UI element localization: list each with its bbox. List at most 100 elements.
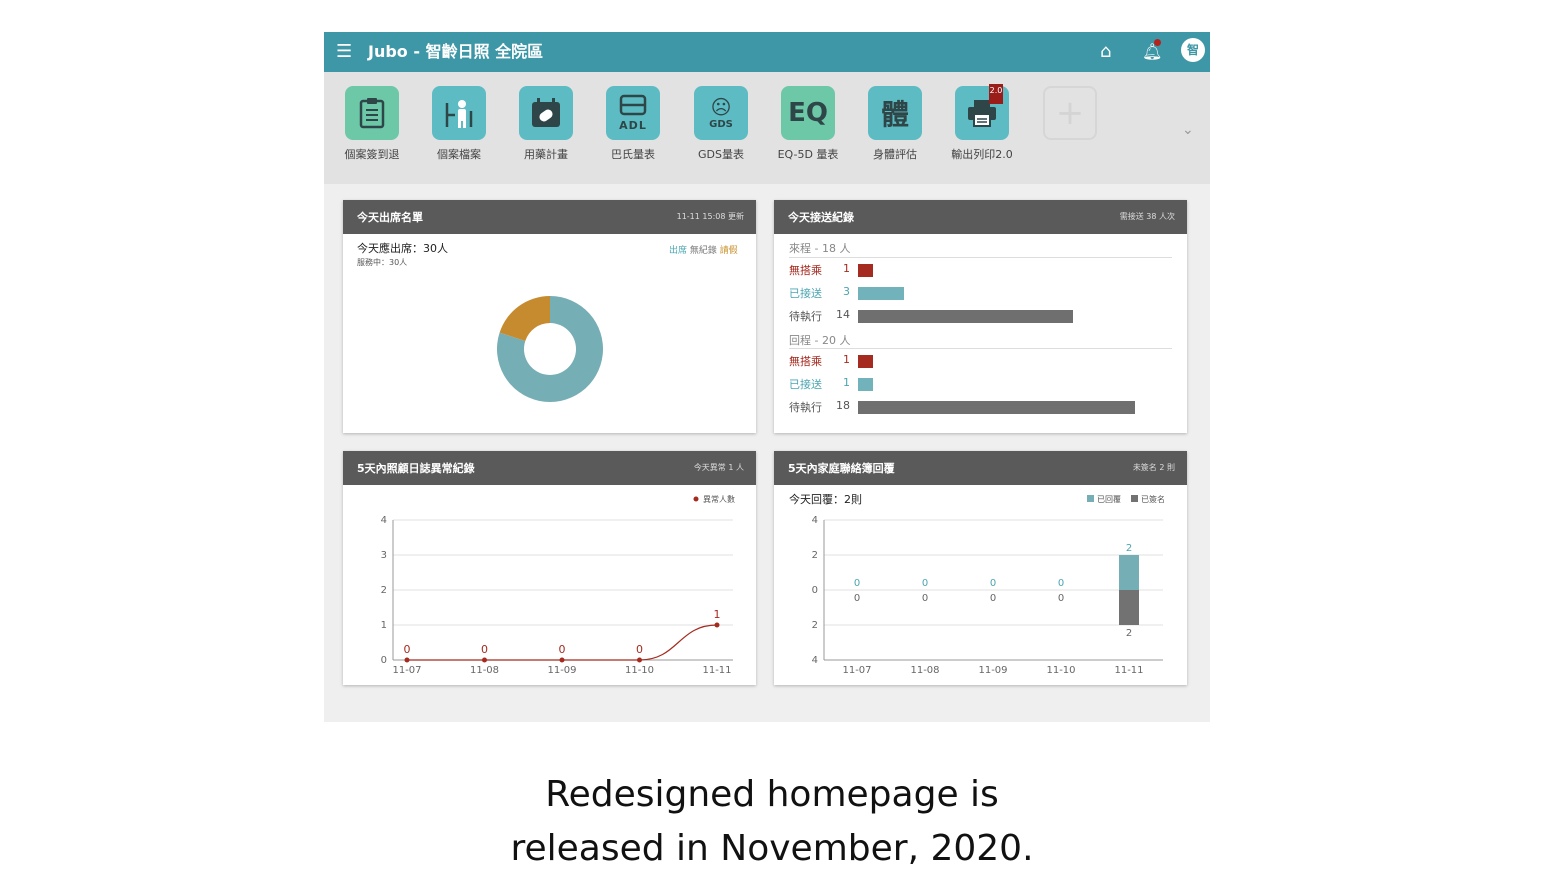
- legend-no-record[interactable]: 無紀錄: [689, 246, 717, 256]
- row-value: 1: [843, 262, 850, 275]
- data-label-replied: 0: [922, 578, 928, 589]
- y-tick-label: 4: [812, 515, 818, 526]
- row-label: 已接送: [789, 287, 822, 300]
- transport-bar: [858, 378, 874, 391]
- data-label-replied: 0: [854, 578, 860, 589]
- data-label-signed: 0: [1058, 593, 1064, 604]
- card-title: 今天出席名單: [357, 211, 423, 224]
- y-tick-label: 2: [381, 585, 387, 596]
- data-point: [404, 657, 410, 663]
- transport-required: 需接送 38 人次: [1119, 212, 1175, 221]
- transport-bar: [858, 310, 1074, 323]
- app-window: ☰ Jubo - 智齡日照 全院區 ⌂ 🔔︎ 智 個案簽到退 個案檔案 用藥計畫: [324, 32, 1210, 722]
- y-tick-label: 0: [812, 585, 818, 596]
- shortcut-eq5d[interactable]: EQ EQ-5D 量表: [766, 86, 850, 166]
- data-label-replied: 0: [990, 578, 996, 589]
- shortcut-gds[interactable]: ☹ GDS GDS量表: [679, 86, 763, 166]
- data-label: 0: [481, 643, 488, 656]
- transport-bar: [858, 401, 1135, 414]
- data-label-signed: 2: [1126, 628, 1132, 639]
- shortcut-label: 個案檔案: [437, 148, 481, 161]
- shortcut-profile[interactable]: 個案檔案: [417, 86, 501, 166]
- legend-leave[interactable]: 請假: [719, 246, 738, 256]
- shortcut-check-in[interactable]: 個案簽到退: [330, 86, 414, 166]
- transport-list: 來程 - 18 人 回程 - 20 人 無搭乘 1 已接送 3 待執行 14 無…: [774, 234, 1187, 433]
- bar-signed: [1119, 590, 1139, 625]
- section-outbound: 來程 - 18 人: [789, 242, 851, 255]
- bell-icon[interactable]: 🔔︎: [1142, 42, 1163, 61]
- legend-dot: [693, 496, 699, 502]
- shortcut-add[interactable]: +: [1028, 86, 1112, 166]
- shortcut-adl[interactable]: ADL 巴氏量表: [591, 86, 675, 166]
- row-label: 已接送: [789, 378, 822, 391]
- caption-line-1: Redesigned homepage is: [545, 774, 999, 815]
- data-point: [482, 657, 487, 663]
- shortcut-label: 輸出列印2.0: [951, 148, 1013, 161]
- x-tick-label: 11-08: [910, 665, 939, 676]
- chevron-down-icon[interactable]: ⌄: [1182, 122, 1194, 138]
- data-point: [559, 657, 565, 663]
- data-label: 0: [636, 643, 643, 656]
- care-log-card: 5天內照顧日誌異常紀錄 今天異常 1 人 異常人數 0 1 2 3 4 11-07 11-08…: [343, 451, 756, 685]
- calendar-pill-icon: [519, 86, 573, 140]
- data-label-replied: 2: [1126, 543, 1132, 554]
- adl-icon: ADL: [606, 86, 660, 140]
- legend-label: 已回覆: [1097, 495, 1121, 504]
- shortcut-medication[interactable]: 用藥計畫: [504, 86, 588, 166]
- x-tick-label: 11-09: [547, 665, 576, 676]
- legend-attend[interactable]: 出席: [669, 246, 688, 256]
- x-tick-label: 11-07: [842, 665, 871, 676]
- body-icon: 體: [868, 86, 922, 140]
- data-point: [714, 622, 720, 628]
- contact-bar-chart: 已回覆 已簽名 4 2 0 2 4 11-07 0 0 11-08 0 0 11-09 0 0 11-10 0 0 1…: [812, 494, 1165, 676]
- contact-book-card: 5天內家庭聯絡簿回覆 未簽名 2 則 今天回覆：2則 已回覆 已簽名 4 2 0 2 4 11…: [774, 451, 1187, 685]
- y-tick-label: 4: [812, 655, 818, 666]
- y-tick-label: 3: [381, 550, 387, 561]
- shortcut-body[interactable]: 體 身體評估: [853, 86, 937, 166]
- clipboard-checklist-icon: [345, 86, 399, 140]
- caption-line-2: released in November, 2020.: [510, 828, 1034, 869]
- data-label: 0: [404, 643, 411, 656]
- data-point: [637, 657, 642, 663]
- transport-card: 今天接送紀錄 需接送 38 人次 來程 - 18 人 回程 - 20 人 無搭乘…: [774, 200, 1187, 433]
- eq-icon: EQ: [781, 86, 835, 140]
- transport-bar: [858, 355, 874, 368]
- shortcut-label: GDS量表: [698, 148, 744, 161]
- avatar[interactable]: 智: [1181, 38, 1205, 62]
- home-icon[interactable]: ⌂: [1100, 41, 1112, 62]
- top-app-bar: ☰ Jubo - 智齡日照 全院區 ⌂ 🔔︎ 智: [324, 32, 1210, 72]
- abnormal-line-chart: 異常人數 0 1 2 3 4 11-07 11-08 11-09 11-10 11-11 0 0 0 0 1: [381, 494, 735, 676]
- attendance-legend: 出席 無紀錄 請假: [669, 243, 738, 256]
- person-profile-icon: [432, 86, 486, 140]
- attendance-summary: 今天應出席：30人: [357, 242, 448, 255]
- divider: [789, 348, 1172, 349]
- data-label-signed: 0: [990, 593, 996, 604]
- x-tick-label: 11-07: [392, 665, 421, 676]
- plus-icon: +: [1043, 86, 1097, 140]
- attendance-card: 今天出席名單 11-11 15:08 更新 今天應出席：30人 服務中：30人 …: [343, 200, 756, 433]
- row-label: 無搭乘: [789, 264, 822, 277]
- legend-label: 異常人數: [703, 494, 735, 504]
- shortcut-print[interactable]: 2.0 輸出列印2.0: [940, 84, 1024, 166]
- card-title: 5天內家庭聯絡簿回覆: [788, 462, 895, 475]
- shortcut-label: 巴氏量表: [611, 148, 655, 161]
- y-tick-label: 2: [812, 550, 818, 561]
- legend-swatch: [1087, 495, 1094, 502]
- x-tick-label: 11-08: [470, 665, 499, 676]
- legend-label: 已簽名: [1141, 494, 1165, 504]
- card-header: 今天出席名單 11-11 15:08 更新: [343, 200, 756, 234]
- shortcut-label: 個案簽到退: [344, 148, 400, 161]
- card-header: 5天內照顧日誌異常紀錄 今天異常 1 人: [343, 451, 756, 485]
- menu-icon[interactable]: ☰: [336, 41, 353, 62]
- row-label: 無搭乘: [789, 355, 822, 368]
- x-tick-label: 11-11: [702, 665, 731, 676]
- update-time: 11-11 15:08 更新: [676, 212, 744, 221]
- y-tick-label: 4: [381, 515, 387, 526]
- app-title: Jubo - 智齡日照 全院區: [368, 42, 544, 61]
- y-tick-label: 1: [381, 620, 387, 631]
- notification-dot: [1154, 39, 1161, 46]
- legend-swatch: [1131, 495, 1138, 502]
- card-header: 5天內家庭聯絡簿回覆 未簽名 2 則: [774, 451, 1187, 485]
- row-value: 14: [836, 308, 850, 321]
- row-label: 待執行: [789, 401, 822, 414]
